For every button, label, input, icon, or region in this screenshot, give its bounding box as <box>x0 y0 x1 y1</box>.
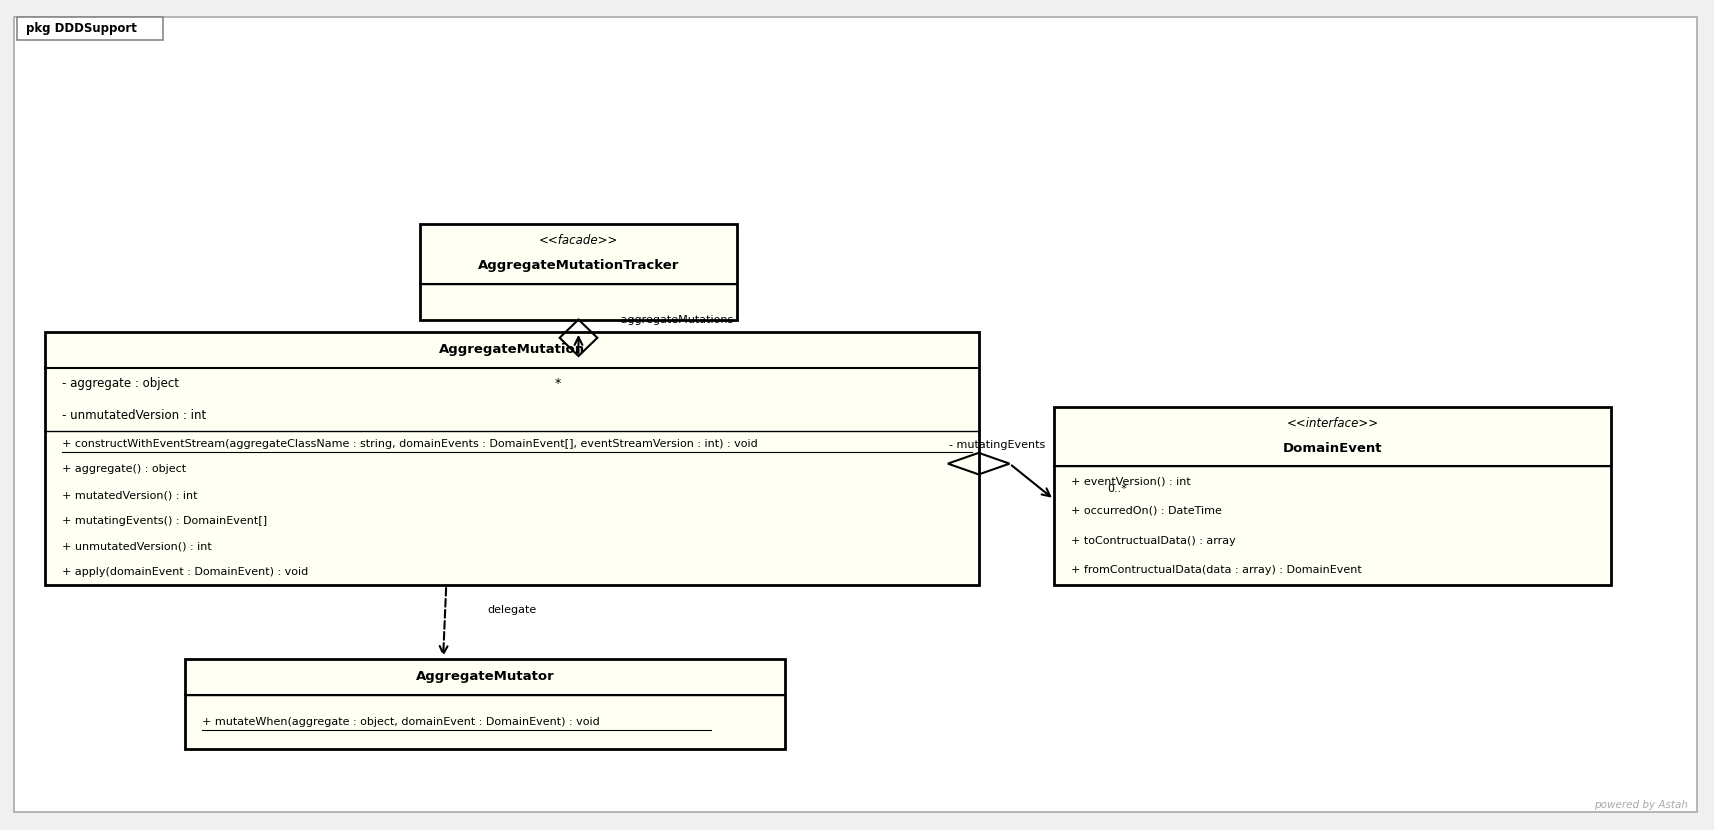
Text: + constructWithEventStream(aggregateClassName : string, domainEvents : DomainEve: + constructWithEventStream(aggregateClas… <box>62 438 758 449</box>
Bar <box>420 224 737 320</box>
Text: + fromContructualData(data : array) : DomainEvent: + fromContructualData(data : array) : Do… <box>1071 565 1363 575</box>
Text: <<facade>>: <<facade>> <box>538 234 619 247</box>
Bar <box>1054 407 1611 585</box>
Text: AggregateMutationTracker: AggregateMutationTracker <box>478 260 679 272</box>
Text: + mutateWhen(aggregate : object, domainEvent : DomainEvent) : void: + mutateWhen(aggregate : object, domainE… <box>202 716 600 727</box>
Text: + mutatingEvents() : DomainEvent[]: + mutatingEvents() : DomainEvent[] <box>62 515 267 526</box>
Text: pkg DDDSupport: pkg DDDSupport <box>26 22 137 35</box>
Text: + apply(domainEvent : DomainEvent) : void: + apply(domainEvent : DomainEvent) : voi… <box>62 567 309 578</box>
Text: + unmutatedVersion() : int: + unmutatedVersion() : int <box>62 541 211 552</box>
Bar <box>45 332 979 585</box>
Text: - unmutatedVersion : int: - unmutatedVersion : int <box>62 408 206 422</box>
Bar <box>17 17 163 40</box>
Bar <box>185 659 785 749</box>
Text: 0..*: 0..* <box>1107 484 1128 494</box>
Text: AggregateMutation: AggregateMutation <box>439 344 584 356</box>
Text: + occurredOn() : DateTime: + occurredOn() : DateTime <box>1071 506 1222 516</box>
Text: <<interface>>: <<interface>> <box>1287 417 1378 430</box>
Text: powered by Astah: powered by Astah <box>1594 800 1688 810</box>
Text: AggregateMutator: AggregateMutator <box>417 671 554 683</box>
Text: DomainEvent: DomainEvent <box>1282 442 1383 455</box>
Text: + eventVersion() : int: + eventVersion() : int <box>1071 476 1191 486</box>
Text: - aggregateMutations: - aggregateMutations <box>614 315 734 325</box>
Text: + toContructualData() : array: + toContructualData() : array <box>1071 535 1236 545</box>
Text: delegate: delegate <box>487 604 536 615</box>
Text: *: * <box>555 377 560 390</box>
Text: - mutatingEvents: - mutatingEvents <box>950 441 1046 451</box>
Text: - aggregate : object: - aggregate : object <box>62 377 178 390</box>
Text: + aggregate() : object: + aggregate() : object <box>62 464 185 475</box>
Text: + mutatedVersion() : int: + mutatedVersion() : int <box>62 490 197 500</box>
